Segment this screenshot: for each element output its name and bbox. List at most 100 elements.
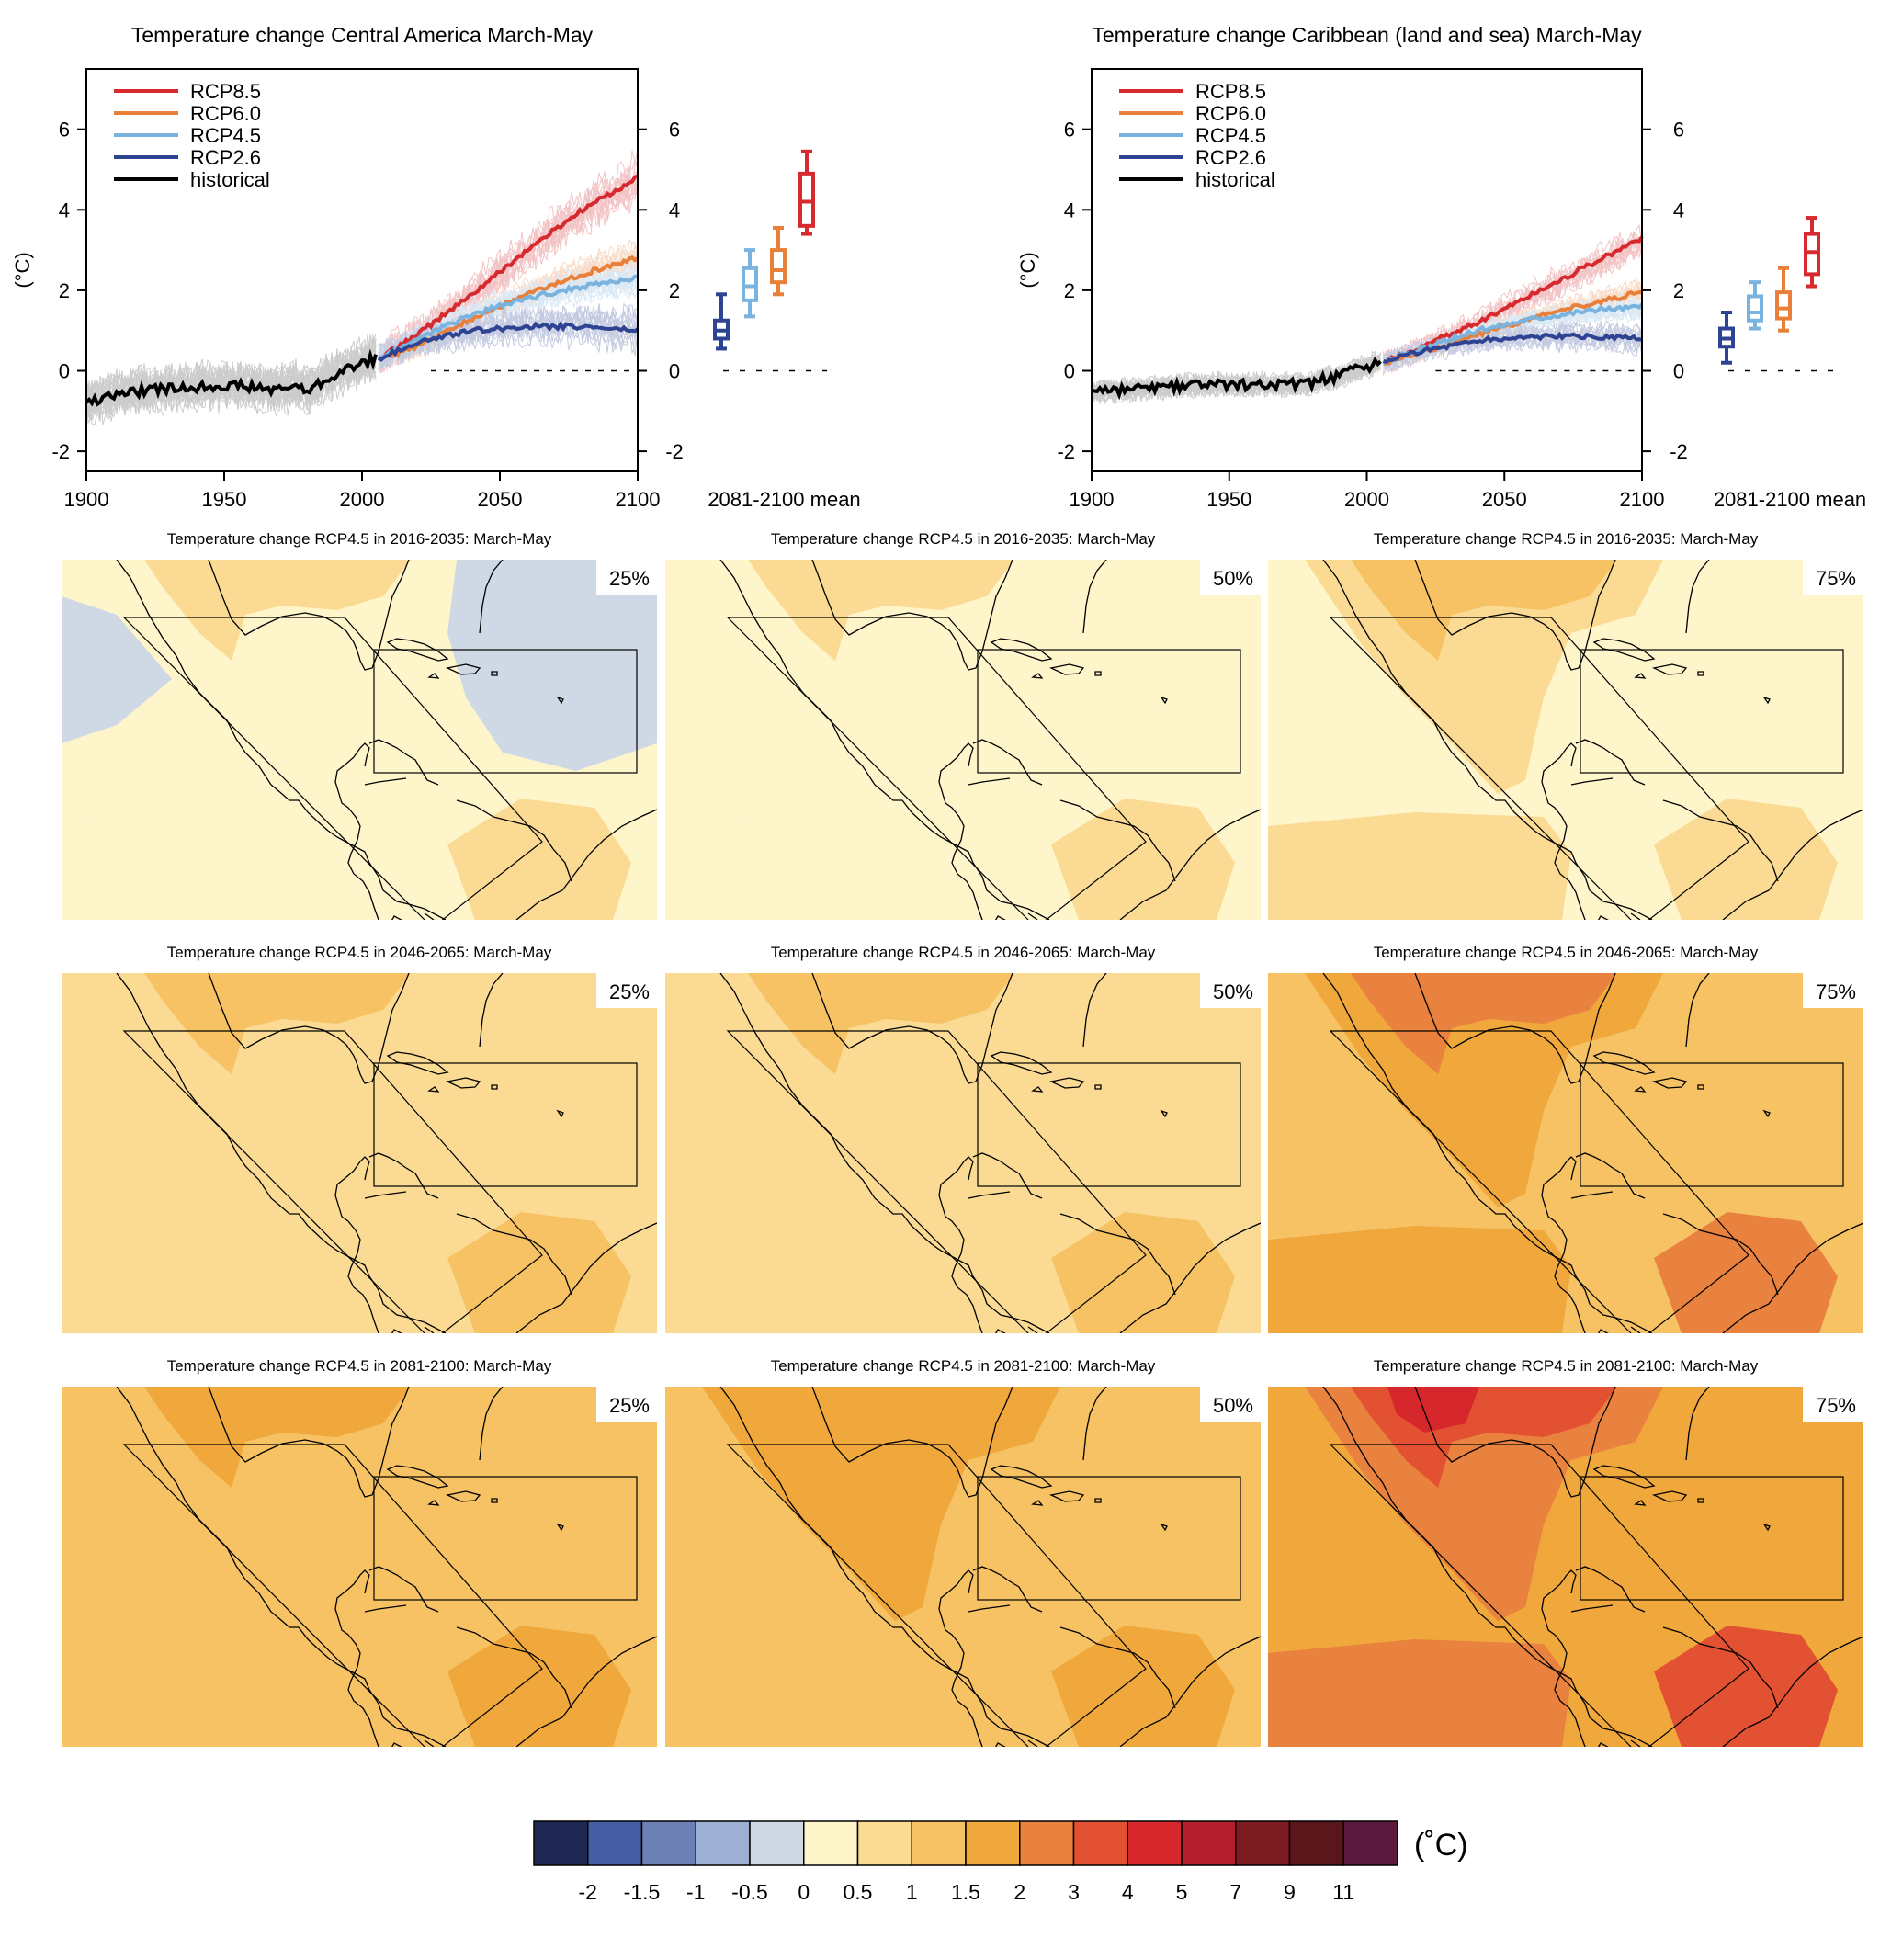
map-panel-title: Temperature change RCP4.5 in 2046-2065: … [167,944,552,961]
colorbar-tick-label: 0 [798,1880,810,1904]
ensemble-line-rcp2.6 [378,311,639,371]
series-mean-line-historical [1091,356,1382,401]
map-field [62,560,657,920]
map-field-equatorial-band [1268,1226,1571,1333]
map-island [1160,696,1168,705]
map-island [386,1051,449,1075]
timeseries-chart-central-america: Temperature change Central America March… [11,23,861,511]
map-island [1094,671,1102,676]
plot-frame [85,68,639,472]
map-field-atlantic [447,560,657,771]
map-coastline-south-2 [456,1626,572,1709]
colorbar-tick-label: 1 [906,1880,918,1904]
map-island [1031,1500,1044,1506]
boxplot-box-rcp6.0 [1775,290,1792,321]
map-coastline [1322,973,1710,1333]
colorbar-swatch [749,1820,805,1866]
region-outline-central-america [726,1444,1147,1747]
map-field-equatorial-band [665,1226,968,1333]
region-outline-central-america [122,617,543,920]
region-outline-central-america [726,1030,1147,1333]
map-coastline-south-2 [1059,1213,1176,1296]
map-field-pacific-cool [1268,1010,1378,1157]
y-tick-label: 6 [1064,119,1075,142]
legend-label-rcp6.0: RCP6.0 [190,102,261,125]
map-island [1697,1084,1704,1090]
map-field-pacific-cool [665,596,776,743]
legend-label-rcp4.5: RCP4.5 [190,124,261,147]
x-tick-label: 1950 [202,488,247,511]
percentile-label: 25% [609,980,650,1003]
timeseries-chart-caribbean: Temperature change Caribbean (land and s… [1016,23,1866,511]
percentile-label: 75% [1816,567,1856,590]
percentile-label-bg [1803,1387,1863,1422]
percentile-label: 75% [1816,980,1856,1003]
x-tick-label: 2100 [616,488,661,511]
map-field-pacific-cool [1268,596,1378,743]
region-outline-central-america [726,617,1147,920]
colorbar-tick-label: -1.5 [624,1880,661,1904]
colorbar-tick-label: 1.5 [951,1880,980,1904]
map-island [1762,696,1771,705]
map-island [1651,1490,1688,1502]
map-coastline-south [515,1636,657,1747]
map-field-pacific-cool [665,1423,776,1570]
map-coastline-south-2 [1662,799,1779,882]
boxplot-box-rcp4.5 [1747,294,1763,323]
series-mean-line-rcp8.5 [378,174,639,361]
map-island [556,696,564,705]
map-coastline-south [515,1222,657,1333]
y-tick-label-right: 6 [1673,119,1684,142]
map-island [386,638,449,662]
map-island [1762,1109,1771,1118]
map-field-atlantic [1654,973,1863,1184]
y-tick-label: 6 [59,119,70,142]
y-tick-label-right: 2 [669,279,680,302]
map-island [556,1523,564,1532]
map-field-south-america [1654,1626,1838,1747]
chart-title: Temperature change Central America March… [131,23,594,47]
legend-label-rcp8.5: RCP8.5 [1195,80,1266,103]
map-field-equatorial-band [62,1639,365,1747]
series-mean-line-rcp8.5 [1382,235,1644,366]
map-island [990,1465,1053,1489]
map-coastline-south-2 [1662,1213,1779,1296]
boxplot-label: 2081-2100 mean [708,488,860,511]
map-island [1592,1051,1656,1075]
map-island [491,1084,498,1090]
map-island [1048,1077,1085,1089]
colorbar-swatch [1019,1820,1075,1866]
map-field-pacific-cool [62,1423,172,1570]
colorbar-swatch [1127,1820,1183,1866]
map-panel-2-1: Temperature change RCP4.5 in 2046-2065: … [62,944,657,1333]
colorbar-tick-label: -2 [579,1880,597,1904]
map-field-interior-warm [144,560,411,661]
map-coastline [719,560,1107,920]
legend-label-historical: historical [190,168,270,191]
map-island [445,1490,481,1502]
map-island [1160,1109,1168,1118]
percentile-label: 25% [609,1394,650,1417]
map-panel-title: Temperature change RCP4.5 in 2081-2100: … [1374,1357,1759,1375]
percentile-label-bg [1803,973,1863,1008]
map-island [1697,671,1704,676]
colorbar-swatch [640,1820,696,1866]
colorbar-swatch [1235,1820,1291,1866]
colorbar-swatch [695,1820,751,1866]
region-outline-caribbean [1580,649,1844,774]
colorbar-tick-label: -1 [686,1880,705,1904]
map-coastline-south-2 [1059,1626,1176,1709]
map-panel-3-2: Temperature change RCP4.5 in 2081-2100: … [665,1357,1261,1747]
map-panel-title: Temperature change RCP4.5 in 2046-2065: … [1374,944,1759,961]
map-field-hotspot [1387,1387,1479,1433]
map-coastline [719,1387,1107,1747]
y-tick-label: 4 [1064,198,1075,221]
region-outline-caribbean [977,649,1241,774]
map-island [1697,1498,1704,1503]
y-tick-label-right: -2 [665,440,684,463]
ensemble-line-historical [1091,350,1381,397]
y-axis-label: (°C) [11,252,34,288]
legend-label-rcp2.6: RCP2.6 [190,146,261,169]
